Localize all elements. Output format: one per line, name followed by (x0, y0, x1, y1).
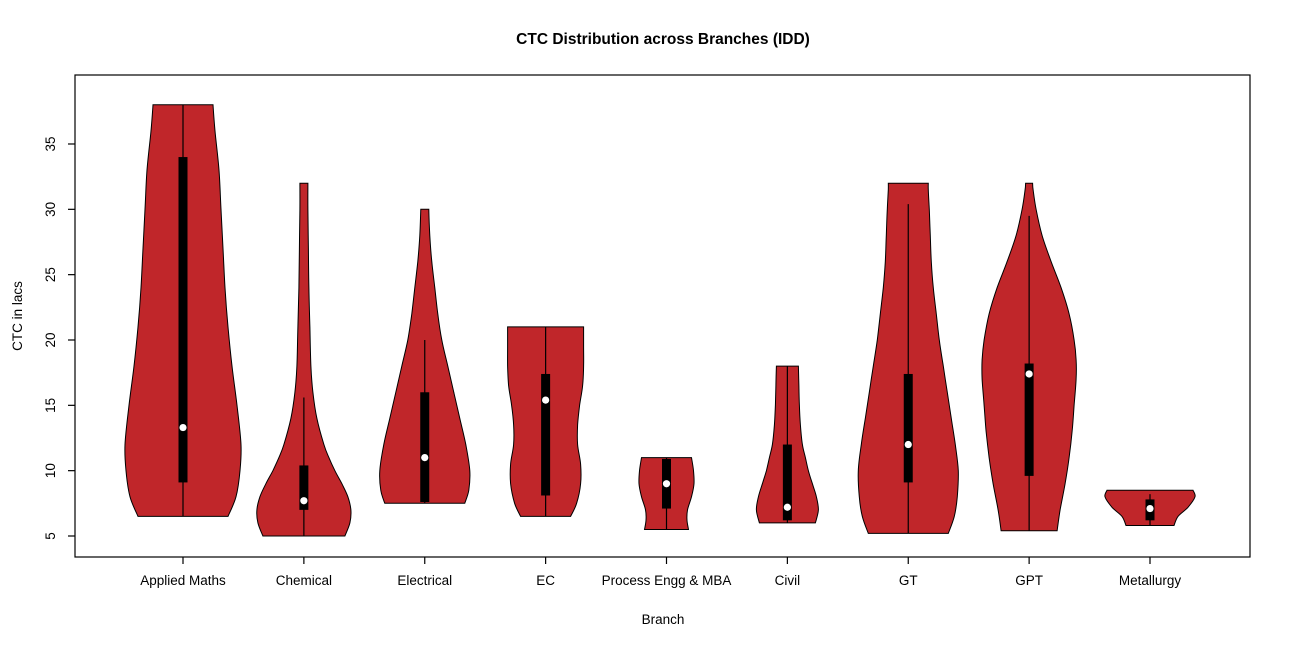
x-tick-label-applied-maths: Applied Maths (140, 573, 226, 588)
x-tick-label-civil: Civil (775, 573, 801, 588)
iqr-box-ec (541, 373, 551, 496)
median-dot-ec (542, 396, 550, 404)
x-tick-label-metallurgy: Metallurgy (1119, 573, 1182, 588)
median-dot-process-engg-mba (662, 480, 671, 488)
y-tick-label: 15 (43, 398, 58, 413)
violin-chemical (256, 182, 352, 537)
x-tick-label-gt: GT (899, 573, 918, 588)
median-dot-metallurgy (1146, 504, 1154, 513)
median-dot-civil (783, 503, 791, 511)
iqr-box-civil (782, 444, 792, 521)
y-tick-label: 25 (43, 267, 58, 282)
y-tick-label: 5 (43, 532, 58, 540)
x-tick-label-chemical: Chemical (276, 573, 332, 588)
y-tick-label: 20 (43, 332, 58, 347)
x-tick-label-process-engg-mba: Process Engg & MBA (602, 573, 732, 588)
x-tick-label-gpt: GPT (1015, 573, 1043, 588)
x-tick-label-ec: EC (536, 573, 555, 588)
violins-layer (124, 104, 1196, 537)
median-dot-gt (904, 440, 912, 449)
x-tick-label-electrical: Electrical (397, 573, 452, 588)
y-tick-label: 35 (43, 136, 58, 151)
y-tick-label: 10 (43, 463, 58, 478)
iqr-box-electrical (420, 392, 430, 503)
chart-title: CTC Distribution across Branches (IDD) (516, 31, 810, 48)
axes-layer: 5 10 15 20 25 30 35 Applied Maths Chemical Electr… (43, 74, 1251, 588)
x-axis-title: Branch (642, 612, 685, 627)
iqr-box-gpt (1024, 363, 1034, 476)
median-dot-applied-maths (179, 423, 187, 432)
y-axis-title: CTC in lacs (10, 281, 25, 351)
plot-border (74, 74, 1251, 558)
median-dot-electrical (421, 453, 429, 462)
y-tick-label: 30 (43, 202, 58, 217)
iqr-box-gt (903, 373, 913, 483)
iqr-box-applied-maths (178, 157, 188, 483)
median-dot-chemical (300, 497, 308, 505)
median-dot-gpt (1025, 370, 1033, 378)
iqr-box-chemical (299, 465, 309, 510)
